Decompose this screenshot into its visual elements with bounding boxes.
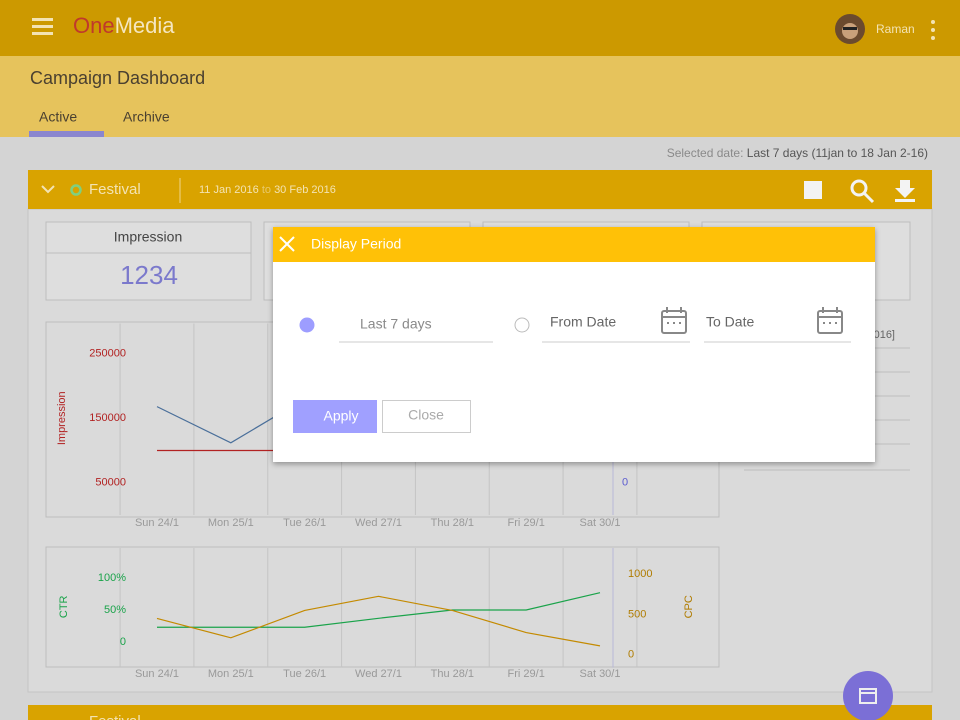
radio[interactable]	[514, 317, 530, 333]
avatar[interactable]	[835, 14, 865, 44]
calendar-icon	[859, 688, 877, 704]
tab[interactable]: Active	[39, 109, 77, 125]
x-tick-label: Mon 25/1	[208, 517, 254, 529]
y-tick-label: 50000	[95, 477, 126, 489]
download-icon[interactable]	[895, 180, 915, 202]
metric-card	[45, 221, 252, 301]
sub-header	[0, 56, 960, 137]
x-tick-label: Fri 29/1	[508, 668, 545, 680]
x-tick-label: Sun 24/1	[135, 517, 179, 529]
dialog-header	[273, 227, 875, 262]
close-label[interactable]: Close	[408, 407, 444, 423]
brand-media: Media	[115, 13, 176, 38]
more-icon[interactable]	[931, 20, 935, 40]
menu-icon[interactable]	[32, 18, 53, 35]
page-title: Campaign Dashboard	[30, 68, 205, 88]
selected-date-label: Selected date:	[667, 146, 744, 160]
brand: OneMedia	[73, 13, 175, 38]
brand-one: One	[73, 13, 115, 38]
close-icon[interactable]	[279, 236, 295, 252]
y-tick-label: 250000	[89, 348, 126, 360]
calendar-icon[interactable]	[661, 307, 687, 334]
x-tick-label: Fri 29/1	[508, 517, 545, 529]
series-line	[156, 595, 601, 647]
metric-label: Impression	[114, 229, 182, 245]
selected-date: Selected date: Last 7 days (11jan to 18 …	[667, 146, 928, 160]
y-tick-label: 50%	[104, 604, 126, 616]
x-tick-label: Tue 26/1	[283, 517, 326, 529]
charts: Sun 24/1 Mon 25/1 Tue 26/1 Wed 27/1 Thu 28/1…	[56, 323, 695, 680]
panel-bar[interactable]	[28, 170, 932, 209]
table-header: 016]	[874, 329, 895, 341]
y-axis-label: CTR	[58, 595, 70, 618]
campaign-name: Festival	[89, 713, 141, 720]
x-tick-label: Sat 30/1	[580, 517, 621, 529]
tab[interactable]: Archive	[123, 109, 170, 125]
x-tick-label: Mon 25/1	[208, 668, 254, 680]
x-tick-label: Wed 27/1	[355, 668, 402, 680]
fab[interactable]	[843, 671, 893, 720]
chevron[interactable]	[41, 185, 55, 194]
chart-frame	[45, 546, 720, 668]
dialog-title: Display Period	[311, 236, 401, 252]
x-tick-label: Tue 26/1	[283, 668, 326, 680]
y-tick-label: 150000	[89, 412, 126, 424]
start-date: 11 Jan 2016	[199, 184, 259, 196]
apply-label[interactable]: Apply	[323, 408, 358, 424]
y2-tick-label: 0	[628, 649, 634, 661]
series-line	[157, 592, 601, 628]
radio-selected[interactable]	[299, 317, 315, 333]
calendar-icon[interactable]	[817, 307, 843, 334]
option-last[interactable]: Last 7 days	[360, 316, 432, 332]
close-button[interactable]	[382, 400, 471, 433]
tab-indicator	[29, 131, 104, 137]
campaign-name: Festival	[89, 181, 141, 198]
y2-tick-label: 500	[628, 608, 646, 620]
y2-tick-label: 0	[622, 477, 628, 489]
y-axis-label: Impression	[56, 391, 68, 445]
to-date[interactable]: To Date	[706, 314, 754, 330]
panel-bar[interactable]	[28, 705, 932, 720]
selected-date-value: Last 7 days (11jan to 18 Jan 2-16)	[747, 146, 928, 160]
x-tick-label: Thu 28/1	[431, 668, 474, 680]
y-tick-label: 0	[120, 636, 126, 648]
end-date: 30 Feb 2016	[274, 184, 336, 196]
dialog: Display Period Last 7 days From Date To …	[273, 227, 875, 462]
campaign-dates: 11 Jan 2016 to 30 Feb 2016	[199, 184, 336, 196]
y2-tick-label: 1000	[628, 568, 652, 580]
status-dot	[70, 184, 82, 196]
metric-value: 1234	[120, 260, 178, 290]
y2-axis-label: CPC	[683, 595, 695, 618]
x-tick-label: Sun 24/1	[135, 668, 179, 680]
from-date[interactable]: From Date	[550, 314, 616, 330]
x-tick-label: Thu 28/1	[431, 517, 474, 529]
user-name[interactable]: Raman	[876, 22, 915, 36]
search-icon[interactable]	[850, 179, 875, 204]
y-tick-label: 100%	[98, 572, 126, 584]
app-bar	[0, 0, 960, 56]
x-tick-label: Sat 30/1	[580, 668, 621, 680]
date-separator: to	[262, 184, 271, 196]
apply-button[interactable]	[293, 400, 377, 433]
x-tick-label: Wed 27/1	[355, 517, 402, 529]
stop-icon[interactable]	[804, 181, 822, 199]
